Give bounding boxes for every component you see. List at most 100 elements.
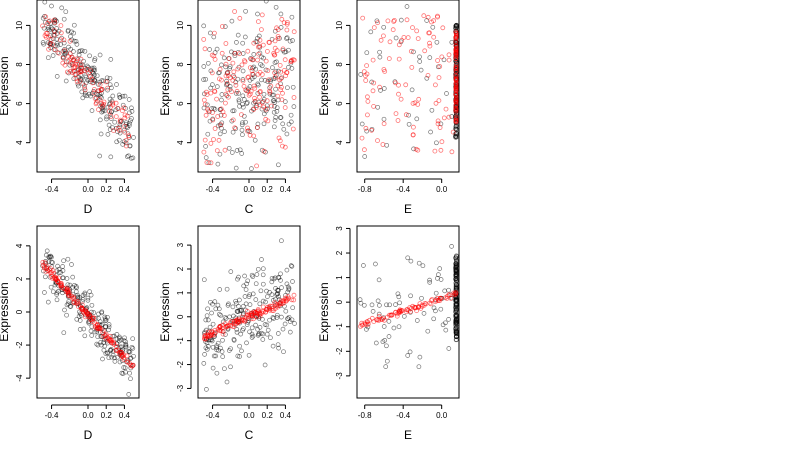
data-point (72, 69, 77, 74)
data-point (453, 126, 459, 132)
data-point (244, 313, 250, 319)
data-point (92, 56, 98, 62)
data-point (76, 83, 81, 89)
data-point (55, 42, 60, 48)
data-point (44, 248, 50, 254)
data-point (112, 119, 118, 125)
data-point (237, 308, 243, 313)
data-point (265, 68, 271, 74)
data-point (66, 299, 72, 304)
data-point (108, 154, 114, 160)
data-point (266, 304, 272, 310)
data-point (281, 20, 287, 26)
data-point (250, 291, 256, 297)
data-point (83, 73, 88, 79)
data-point (415, 36, 421, 41)
data-point (79, 302, 85, 308)
data-point (50, 289, 56, 295)
data-point (284, 20, 290, 25)
data-point (274, 48, 280, 53)
data-point (268, 77, 274, 83)
data-point (209, 310, 214, 316)
y-tick-label: 0 (15, 309, 24, 314)
data-point (414, 116, 420, 122)
data-point (113, 100, 119, 106)
data-point (223, 91, 229, 97)
data-point (260, 272, 266, 278)
data-point (417, 354, 423, 360)
data-point (201, 64, 207, 69)
data-point (93, 91, 99, 97)
data-point (85, 297, 91, 303)
data-point (393, 35, 399, 41)
data-point (202, 101, 208, 107)
y-tick-label: 0 (335, 299, 344, 304)
data-point (384, 142, 390, 148)
data-point (223, 61, 229, 67)
data-point (97, 319, 103, 324)
data-point (205, 108, 211, 114)
data-point (225, 94, 231, 100)
data-point (231, 337, 237, 342)
data-point (275, 34, 281, 39)
data-point (230, 60, 236, 66)
data-point (108, 104, 113, 110)
data-point (241, 83, 247, 89)
data-point (126, 392, 132, 397)
y-tick-label: 1 (176, 290, 185, 295)
data-point (255, 44, 261, 50)
data-point (71, 294, 76, 300)
data-point (203, 112, 209, 118)
data-point (446, 57, 452, 63)
data-point (267, 90, 273, 95)
data-point (246, 74, 252, 80)
data-point (281, 299, 287, 305)
data-point (270, 315, 276, 320)
data-point (126, 97, 132, 102)
data-point (240, 132, 245, 138)
x-tick-label: 0.0 (243, 411, 255, 420)
panel-6-frame (356, 225, 460, 399)
data-point (131, 353, 136, 359)
data-point (397, 308, 402, 314)
data-point (255, 327, 260, 332)
data-point (203, 89, 209, 95)
data-point (211, 105, 217, 111)
y-tick-label: 4 (176, 140, 185, 145)
data-point (425, 14, 431, 20)
data-point (288, 119, 294, 125)
data-point (208, 85, 214, 91)
data-point (453, 263, 459, 269)
data-point (237, 354, 242, 359)
data-point (92, 329, 98, 335)
data-point (230, 108, 236, 114)
data-point (364, 50, 370, 56)
data-point (286, 121, 292, 127)
data-point (449, 39, 455, 45)
data-point (361, 147, 367, 153)
data-point (453, 118, 459, 124)
data-point (58, 282, 64, 288)
data-point (113, 114, 119, 119)
data-point (246, 92, 252, 98)
data-point (384, 302, 389, 308)
data-point (127, 370, 132, 376)
data-point (225, 70, 231, 76)
data-point (73, 284, 79, 289)
data-point (425, 328, 431, 334)
data-point (364, 128, 370, 134)
data-point (114, 139, 120, 145)
data-point (242, 59, 248, 65)
data-point (453, 116, 459, 121)
data-point (235, 32, 241, 38)
data-point (239, 348, 244, 354)
data-point (245, 88, 251, 94)
data-point (90, 80, 95, 86)
data-point (291, 297, 297, 303)
data-point (233, 301, 239, 306)
x-tick-label: 0.2 (262, 411, 274, 420)
data-point (260, 42, 266, 48)
y-tick-label: 1 (335, 275, 344, 280)
data-point (446, 292, 452, 297)
data-point (71, 300, 77, 306)
